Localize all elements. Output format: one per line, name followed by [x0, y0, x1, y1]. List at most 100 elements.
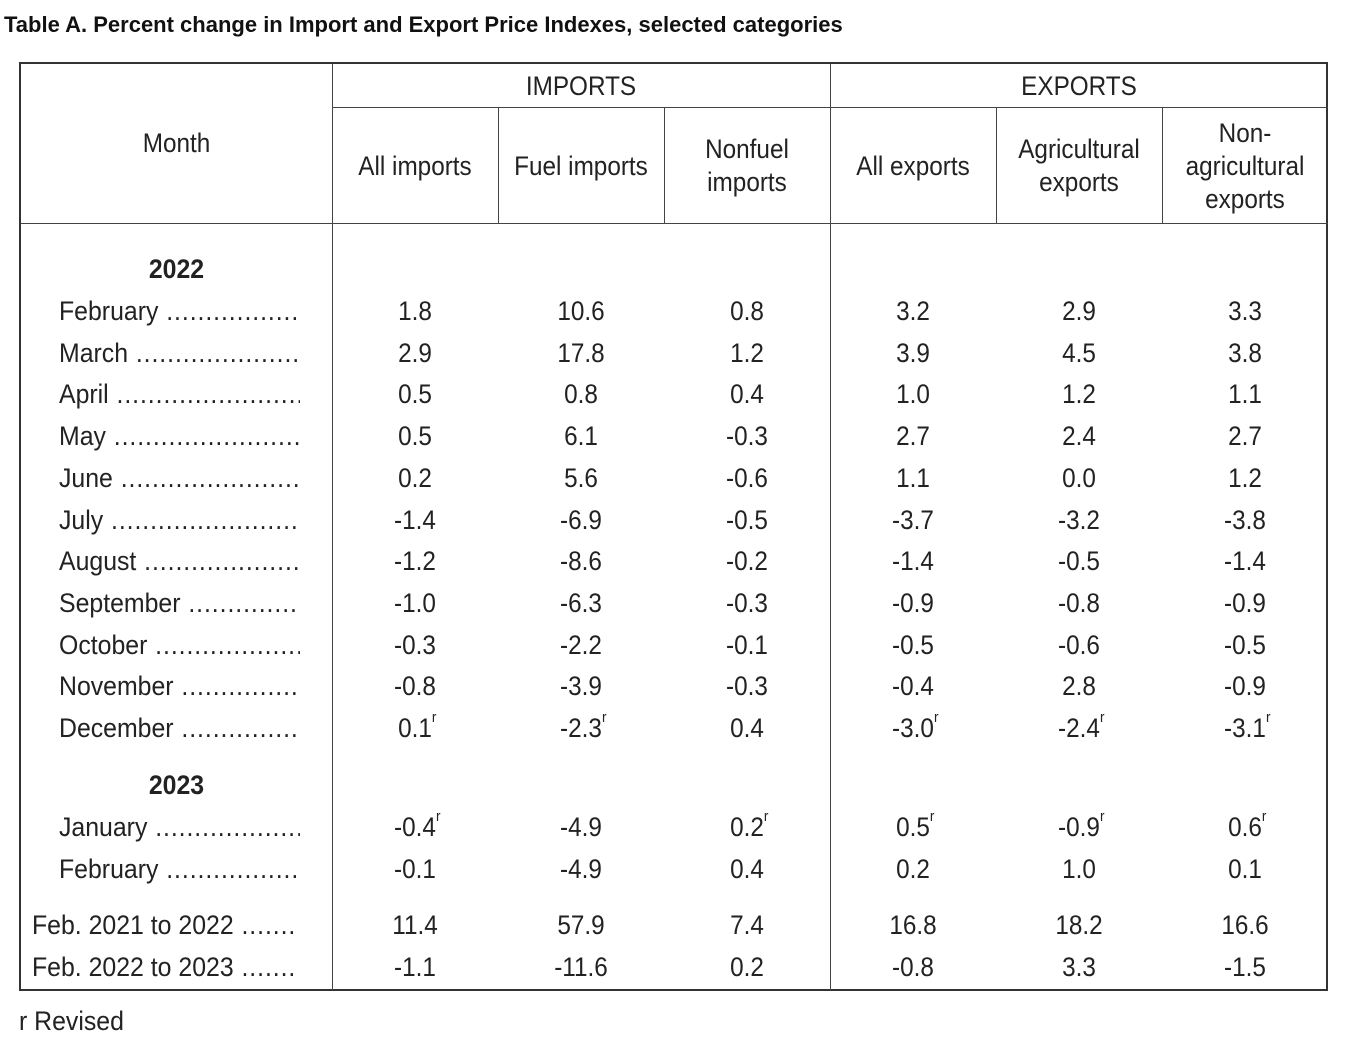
table-cell: -0.5: [838, 630, 987, 661]
cell-value: -4.9: [560, 812, 602, 842]
cell-value: -0.5: [1224, 629, 1266, 660]
cell-value: -3.2: [1058, 504, 1100, 535]
column-header: Agricultural exports: [1018, 134, 1140, 197]
cell-value: 1.0: [1062, 853, 1096, 884]
cell-value: -2.2: [560, 629, 602, 660]
row-label: Feb. 2022 to 2023: [32, 952, 298, 983]
table-cell: -0.3: [672, 421, 821, 452]
row-label-text: November: [59, 671, 174, 702]
table-cell: 1.2: [1170, 463, 1319, 494]
table-cell: -2.2: [506, 630, 655, 661]
cell-value: -0.3: [726, 587, 768, 618]
table-cell: 16.8: [838, 910, 987, 941]
row-label: February: [59, 296, 300, 327]
table-cell: -0.1: [340, 854, 489, 885]
divider: [21, 223, 1328, 224]
revised-marker: r: [763, 808, 769, 825]
row-label-text: February: [59, 853, 159, 884]
cell-value: 0.5: [398, 421, 432, 452]
table-cell: 0.2 r: [672, 808, 821, 843]
table-cell: 10.6: [506, 296, 655, 327]
cell-value: 0.4: [730, 379, 764, 410]
table-cell: -1.2: [340, 546, 489, 577]
cell-value: -0.5: [892, 629, 934, 660]
table-cell: 3.9: [838, 338, 987, 369]
cell-value: -0.9: [1224, 671, 1266, 702]
cell-value: 0.1: [398, 713, 432, 743]
table-cell: 2.4: [1004, 421, 1153, 452]
table-cell: 0.4: [672, 379, 821, 410]
cell-value: 7.4: [730, 910, 764, 940]
cell-value: -3.7: [892, 504, 934, 535]
table-cell: 2.7: [838, 421, 987, 452]
divider: [498, 107, 499, 223]
cell-value: 17.8: [557, 337, 605, 368]
cell-value: -0.1: [726, 629, 768, 660]
cell-value: 0.5: [896, 812, 930, 842]
table-cell: 1.1: [1170, 379, 1319, 410]
table-cell: -0.8: [1004, 588, 1153, 619]
table-cell: -2.4 r: [1004, 709, 1153, 744]
cell-value: -0.3: [726, 421, 768, 452]
table-cell: -0.3: [340, 630, 489, 661]
row-label: August: [59, 546, 300, 577]
table-cell: -6.9: [506, 505, 655, 536]
table-cell: 0.4: [672, 713, 821, 744]
row-label-text: Feb. 2022 to 2023: [32, 951, 234, 982]
cell-value: -0.5: [1058, 546, 1100, 577]
row-label-text: April: [59, 379, 109, 410]
row-label-text: June: [59, 462, 113, 493]
cell-value: 6.1: [564, 421, 598, 452]
revised-marker: r: [1099, 709, 1105, 726]
cell-value: 0.8: [564, 379, 598, 410]
cell-value: -0.8: [1058, 587, 1100, 618]
cell-value: 16.6: [1221, 910, 1269, 940]
cell-value: 1.2: [730, 337, 764, 368]
cell-value: 1.0: [896, 379, 930, 410]
table-cell: -1.5: [1170, 952, 1319, 983]
cell-value: -0.6: [1058, 629, 1100, 660]
cell-value: -4.9: [560, 853, 602, 884]
cell-value: 10.6: [557, 296, 605, 326]
table-cell: 0.8: [672, 296, 821, 327]
row-label: February: [59, 854, 300, 885]
cell-value: -0.5: [726, 504, 768, 535]
cell-value: -1.1: [394, 951, 436, 982]
row-label-text: July: [59, 504, 104, 535]
table-cell: 0.2: [838, 854, 987, 885]
cell-value: -0.9: [892, 587, 934, 618]
table-cell: 2.7: [1170, 421, 1319, 452]
table-cell: -0.1: [672, 630, 821, 661]
table-cell: -0.5: [672, 505, 821, 536]
table-cell: 1.8: [340, 296, 489, 327]
table-cell: -0.9: [1170, 588, 1319, 619]
table-cell: 0.1: [1170, 854, 1319, 885]
cell-value: 0.6: [1228, 812, 1262, 842]
table-cell: -8.6: [506, 546, 655, 577]
column-header: Nonfuel imports: [705, 134, 789, 197]
row-label: Feb. 2021 to 2022: [32, 910, 298, 941]
cell-value: 3.2: [896, 296, 930, 326]
revised-marker: r: [1099, 808, 1105, 825]
table-cell: -0.3: [672, 671, 821, 702]
imports-group-header: IMPORTS: [525, 71, 637, 101]
table-cell: 16.6: [1170, 910, 1319, 941]
cell-value: 2.4: [1062, 421, 1096, 452]
row-label: September: [59, 588, 300, 619]
cell-value: -6.3: [560, 587, 602, 618]
cell-value: -0.9: [1058, 812, 1100, 842]
cell-value: -11.6: [554, 951, 608, 982]
table-cell: -1.4: [340, 505, 489, 536]
row-label: May: [59, 421, 300, 452]
cell-value: -0.8: [394, 671, 436, 702]
column-header: Non-agricultural exports: [1185, 117, 1305, 214]
table-cell: -11.6: [506, 952, 655, 983]
revised-marker: r: [601, 709, 607, 726]
divider: [996, 107, 997, 223]
table-cell: 1.0: [1004, 854, 1153, 885]
cell-value: 0.4: [730, 853, 764, 884]
table-cell: -6.3: [506, 588, 655, 619]
cell-value: 0.2: [730, 812, 764, 842]
table-cell: 0.1 r: [340, 709, 489, 744]
table-cell: -0.3: [672, 588, 821, 619]
